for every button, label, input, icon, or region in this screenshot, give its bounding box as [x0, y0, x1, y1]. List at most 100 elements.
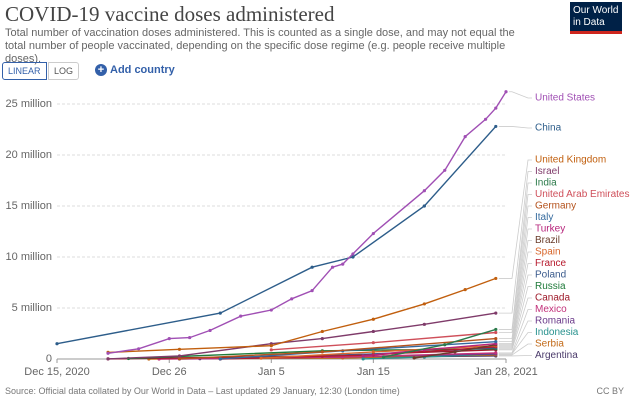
- chart-subtitle: Total number of vaccination doses admini…: [5, 27, 515, 65]
- data-point: [290, 297, 294, 301]
- legend-connector: [509, 91, 532, 99]
- legend-label: Brazil: [535, 235, 560, 246]
- data-point: [494, 124, 498, 129]
- data-point: [443, 168, 447, 172]
- legend-connector: [498, 159, 532, 279]
- legend-connector: [498, 309, 532, 354]
- data-point: [483, 117, 488, 121]
- data-point: [188, 335, 192, 340]
- data-point: [351, 252, 355, 256]
- data-point: [320, 337, 324, 341]
- y-tick-label: 5 million: [12, 302, 52, 314]
- legend-connector: [498, 217, 532, 343]
- log-button[interactable]: LOG: [48, 62, 80, 80]
- data-point: [310, 289, 314, 293]
- y-tick-label: 15 million: [6, 200, 52, 212]
- legend-label: Poland: [535, 270, 566, 281]
- data-point: [371, 317, 375, 321]
- x-tick-label: Dec 26: [152, 366, 187, 378]
- legend-label: Indonesia: [535, 327, 579, 338]
- legend-label: Russia: [535, 281, 566, 292]
- data-point: [106, 351, 110, 355]
- linear-button[interactable]: LINEAR: [2, 62, 47, 80]
- source-note: Source: Official data collated by Our Wo…: [5, 386, 400, 396]
- data-point: [106, 357, 110, 361]
- series-line: [107, 277, 497, 354]
- data-point: [494, 327, 498, 332]
- legend-label: Romania: [535, 316, 575, 327]
- data-point: [443, 343, 447, 347]
- data-point: [494, 276, 498, 281]
- data-point: [218, 311, 222, 315]
- legend-label: Spain: [535, 247, 561, 258]
- data-point: [463, 288, 467, 292]
- data-point: [239, 314, 243, 318]
- legend-connector: [498, 343, 532, 356]
- add-country-button[interactable]: + Add country: [95, 62, 175, 78]
- data-point: [412, 356, 416, 360]
- legend-connector: [498, 228, 532, 345]
- data-point: [310, 265, 314, 269]
- data-point: [422, 322, 426, 326]
- data-point: [208, 328, 212, 333]
- data-point: [361, 357, 365, 361]
- data-point: [341, 262, 345, 266]
- data-point: [381, 355, 386, 359]
- data-point: [259, 356, 263, 360]
- data-point: [422, 189, 426, 193]
- data-point: [463, 135, 467, 139]
- license: CC BY: [596, 386, 624, 396]
- legend-connector: [498, 194, 532, 333]
- legend-connector: [498, 240, 532, 346]
- data-point: [494, 330, 498, 335]
- add-country-label: Add country: [110, 64, 175, 76]
- series-line: [107, 91, 507, 354]
- y-tick-label: 0: [46, 353, 52, 365]
- data-point: [330, 265, 335, 269]
- legend-label: Turkey: [535, 224, 565, 235]
- legend-label: France: [535, 258, 567, 269]
- legend-label: Mexico: [535, 304, 567, 315]
- data-point: [371, 341, 375, 345]
- data-point: [177, 354, 182, 358]
- data-point: [494, 106, 498, 110]
- data-point: [361, 354, 365, 358]
- legend-label: Italy: [535, 212, 553, 223]
- legend-label: Serbia: [535, 339, 564, 350]
- legend-label: Argentina: [535, 350, 578, 361]
- data-point: [269, 344, 273, 348]
- data-point: [320, 329, 324, 334]
- legend-connector: [498, 286, 532, 350]
- legend-label: United States: [535, 93, 595, 104]
- series-line: [56, 125, 497, 345]
- plus-icon: +: [95, 64, 107, 76]
- legend-connector: [498, 263, 532, 348]
- y-tick-label: 20 million: [6, 149, 52, 161]
- legend-connector: [498, 320, 532, 355]
- legend-connector: [498, 297, 532, 351]
- legend-label: Germany: [535, 201, 576, 212]
- legend-connector: [498, 251, 532, 347]
- x-tick-label: Jan 15: [357, 366, 390, 378]
- data-point: [494, 351, 498, 355]
- data-point: [269, 348, 273, 352]
- data-point: [269, 308, 273, 312]
- data-point: [167, 337, 171, 341]
- data-point: [504, 90, 508, 94]
- data-point: [453, 350, 457, 354]
- legend-connector: [498, 126, 532, 129]
- legend-label: Israel: [535, 166, 559, 177]
- data-point: [371, 329, 375, 334]
- data-point: [371, 231, 375, 236]
- data-point: [494, 340, 498, 344]
- legend-label: China: [535, 123, 562, 134]
- legend-connector: [498, 205, 532, 339]
- data-point: [218, 357, 222, 361]
- legend-connector: [498, 182, 532, 330]
- logo[interactable]: Our World in Data: [570, 2, 622, 34]
- y-tick-label: 25 million: [6, 98, 52, 110]
- data-point: [371, 350, 375, 354]
- legend-label: United Arab Emirates: [535, 189, 630, 200]
